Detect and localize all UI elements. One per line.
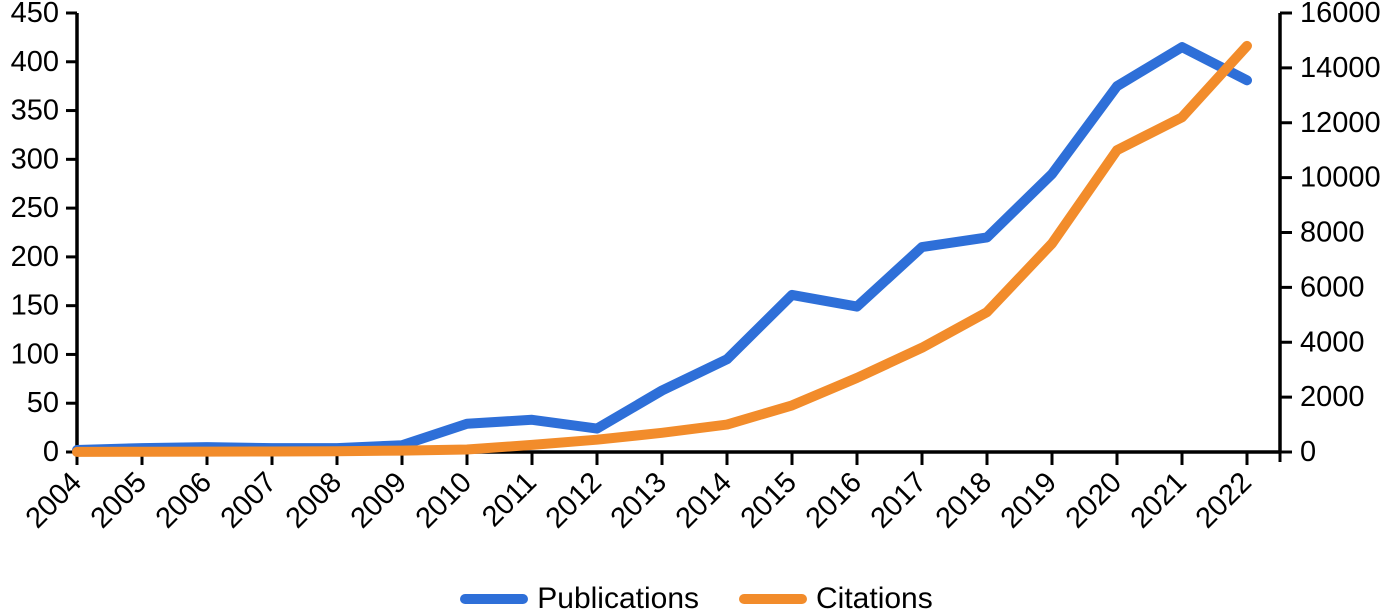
x-axis-tick-label: 2013: [605, 466, 673, 534]
left-axis-tick-label: 250: [11, 192, 59, 224]
x-axis-tick-label: 2014: [670, 466, 738, 534]
series-lines: [72, 40, 1252, 457]
left-axis-tick-label: 350: [11, 95, 59, 127]
x-axis-tick-label: 2020: [1060, 466, 1128, 534]
x-axis-tick-label: 2006: [150, 466, 218, 534]
right-axis-tick-label: 2000: [1300, 381, 1365, 413]
x-axis-tick-label: 2008: [280, 466, 348, 534]
x-axis-labels: 2004200520062007200820092010201120122013…: [20, 466, 1258, 534]
publications-line: [72, 42, 1252, 455]
x-axis-tick-label: 2019: [995, 466, 1063, 534]
publications-legend-label: Publications: [537, 582, 700, 615]
x-axis-tick-label: 2004: [20, 466, 88, 534]
x-axis-tick-label: 2015: [735, 466, 803, 534]
x-axis-tick-label: 2005: [85, 466, 153, 534]
legend-item-citations: Citations: [739, 584, 933, 614]
right-axis-tick-label: 14000: [1300, 52, 1381, 84]
x-axis-tick-label: 2022: [1190, 466, 1258, 534]
x-axis-tick-label: 2010: [410, 466, 478, 534]
x-axis-tick-label: 2009: [345, 466, 413, 534]
x-axis-tick-label: 2016: [800, 466, 868, 534]
publications-legend-swatch: [460, 594, 529, 604]
x-axis-tick-label: 2018: [930, 466, 998, 534]
x-axis-tick-label: 2011: [476, 466, 543, 533]
right-axis-tick-label: 10000: [1300, 162, 1381, 194]
right-axis-tick-label: 4000: [1300, 326, 1365, 358]
left-axis-tick-label: 450: [11, 0, 59, 29]
x-axis-tick-label: 2021: [1125, 466, 1193, 534]
right-axis-tick-label: 12000: [1300, 107, 1381, 139]
x-axis-tick-label: 2007: [215, 466, 283, 534]
right-axis-tick-label: 0: [1300, 436, 1316, 468]
left-axis-labels: 0 50 100 150 200 250 300 350 400 450: [11, 0, 59, 468]
left-axis-ticks: [66, 11, 77, 454]
right-axis-ticks: [1280, 11, 1292, 454]
right-axis-labels: 0 2000 4000 6000 8000 10000 12000 14000 16000: [1300, 0, 1381, 468]
right-axis-tick-label: 6000: [1300, 271, 1365, 303]
left-axis-tick-label: 150: [11, 290, 59, 322]
x-axis-tick-label: 2012: [540, 466, 608, 534]
left-axis-tick-label: 0: [43, 436, 59, 468]
citations-legend-label: Citations: [816, 582, 933, 615]
right-axis-tick-label: 16000: [1300, 0, 1381, 29]
legend: Publications Citations: [0, 584, 1393, 614]
x-axis-tick-label: 2017: [865, 466, 933, 534]
left-axis-tick-label: 300: [11, 143, 59, 175]
citations-line: [72, 40, 1252, 457]
left-axis-tick-label: 400: [11, 46, 59, 78]
right-axis-tick-label: 8000: [1300, 217, 1365, 249]
left-axis-tick-label: 100: [11, 338, 59, 370]
legend-item-publications: Publications: [460, 584, 699, 614]
left-axis-tick-label: 200: [11, 241, 59, 273]
left-axis-tick-label: 50: [27, 387, 59, 419]
citations-legend-swatch: [739, 594, 808, 604]
